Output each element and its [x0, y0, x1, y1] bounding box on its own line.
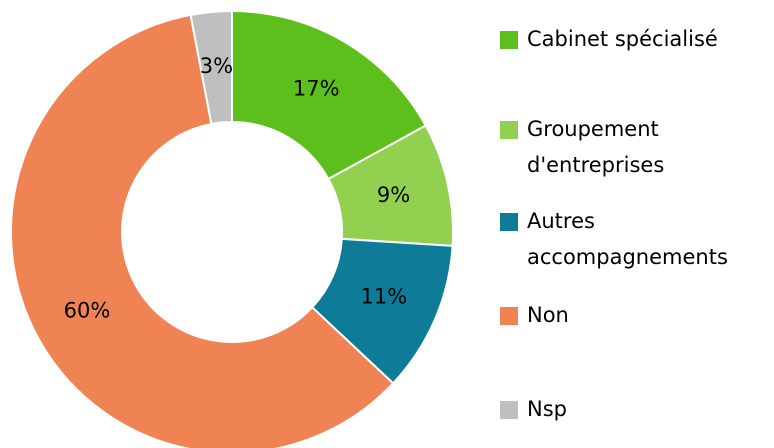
data-label: 3%: [200, 54, 233, 78]
legend-label: Groupement d'entreprises: [527, 117, 664, 177]
legend-label: Cabinet spécialisé: [527, 27, 718, 51]
legend-swatch: [500, 307, 518, 325]
data-label: 11%: [361, 285, 408, 309]
legend-label: Non: [527, 303, 569, 327]
legend-swatch: [500, 31, 518, 49]
data-label: 17%: [293, 77, 340, 101]
data-label: 9%: [377, 183, 410, 207]
legend-line: Autres: [527, 209, 595, 233]
legend-line: d'entreprises: [527, 153, 664, 177]
legend-swatch: [500, 213, 518, 231]
legend-swatch: [500, 121, 518, 139]
legend-line: Groupement: [527, 117, 659, 141]
donut-slice: [231, 9, 428, 181]
donut-slice: [189, 9, 233, 126]
legend-label: Autres accompagnements: [527, 209, 728, 269]
data-label: 60%: [64, 299, 111, 323]
legend-line: accompagnements: [527, 245, 728, 269]
legend-swatch: [500, 401, 518, 419]
donut-slice: [10, 13, 395, 448]
legend-label: Nsp: [527, 397, 567, 421]
